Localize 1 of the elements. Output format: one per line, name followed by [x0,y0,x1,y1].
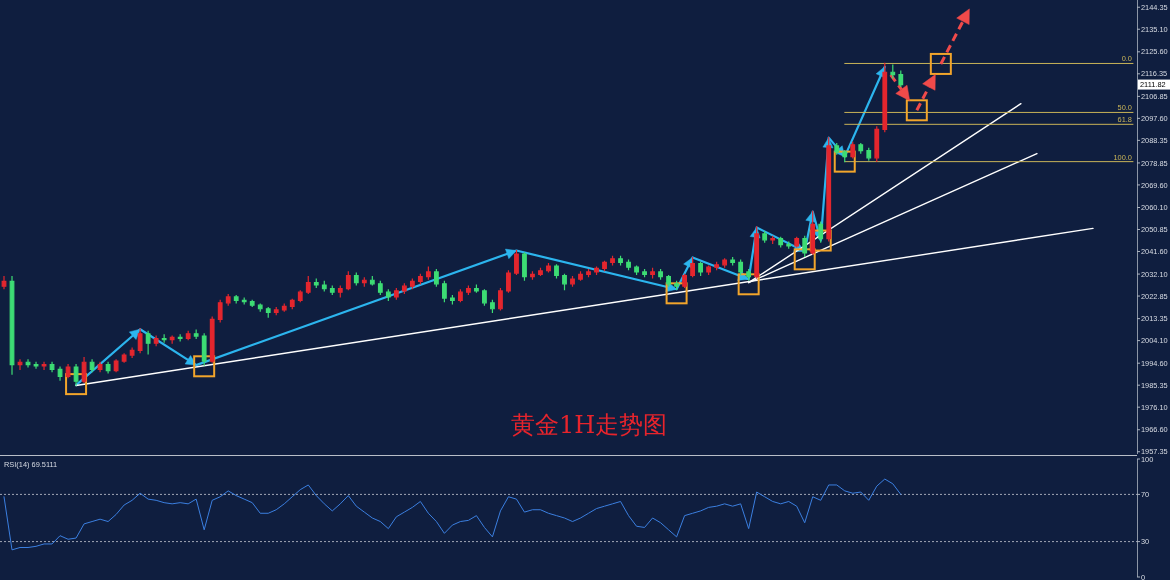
text: 黄金1H走势图 [510,411,668,439]
